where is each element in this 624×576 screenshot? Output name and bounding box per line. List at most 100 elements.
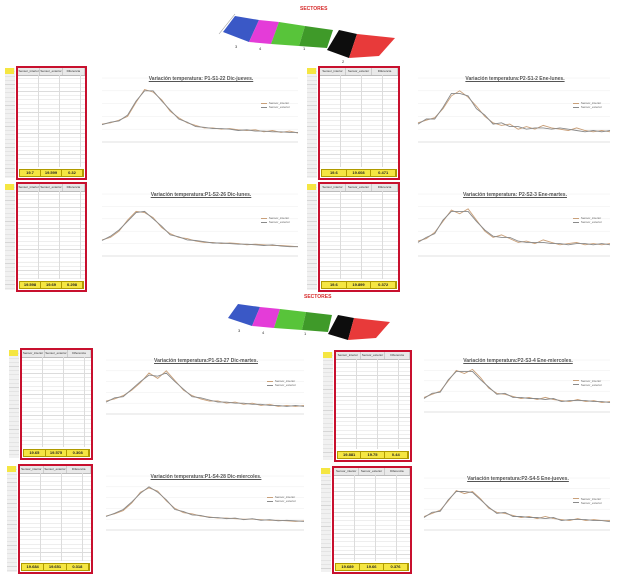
sector-title: SECTORES xyxy=(304,294,332,300)
sheet-column-header: Diferencia xyxy=(63,184,85,191)
legend-entry: Sensor_interior xyxy=(260,101,290,106)
sector-diagram-top: SECTORES 3 4 1 2 xyxy=(215,4,405,66)
sheet-column-header: Sensor_interior xyxy=(22,350,45,357)
summary-value: 0.308 xyxy=(67,450,90,456)
sheet-corner-tag xyxy=(5,68,14,74)
series-line-1 xyxy=(417,208,611,246)
chart-plot xyxy=(417,77,611,143)
chart-title: Variación temperatura:P2-S1-2 Ene-lunes. xyxy=(465,76,565,82)
sector-label: 2 xyxy=(342,59,345,64)
legend-label: Sensor_interior xyxy=(580,496,602,501)
sheet-cells xyxy=(22,357,91,447)
row-number-strip xyxy=(321,468,331,572)
sheet-cells xyxy=(320,191,398,279)
sheet-column-header: Diferencia xyxy=(63,68,85,75)
legend-entry: Sensor_interior xyxy=(266,495,296,499)
sector-1-shape xyxy=(274,309,306,330)
legend-label: Sensor_exterior xyxy=(580,382,602,387)
sector-label: 1 xyxy=(303,46,306,51)
legend-entry: Sensor_interior xyxy=(572,101,602,106)
sector-4-shape xyxy=(249,20,279,44)
summary-value: 0.376 xyxy=(384,564,408,570)
sector-label: 4 xyxy=(259,46,262,51)
sheet-column-header: Sensor_exterior xyxy=(359,468,385,475)
series-line-1 xyxy=(417,90,611,133)
legend-label: Sensor_exterior xyxy=(268,220,290,225)
sheet-column-header: Sensor_exterior xyxy=(44,466,68,473)
temperature-chart: Variación temperatura: P1-S1-22 Dic-juev… xyxy=(92,70,310,152)
summary-row: 19.65 19.575 0.308 xyxy=(23,449,90,457)
sheet-column-header: Sensor_interior xyxy=(18,184,41,191)
legend-entry: Sensor_interior xyxy=(572,496,602,501)
legend-swatch xyxy=(266,380,273,382)
data-sheet: Sensor_interior Sensor_exterior Diferencia… xyxy=(16,66,87,180)
row-number-strip xyxy=(7,466,17,572)
summary-value: 0.44 xyxy=(385,452,408,458)
sheet-column-header: Diferencia xyxy=(372,184,398,191)
data-sheet: Sensor_interior Sensor_exterior Diferencia… xyxy=(332,466,412,574)
chart-title: Variación temperatura: P2-S2-3 Ene-marte… xyxy=(463,192,567,198)
legend-swatch xyxy=(572,498,579,500)
sector-dark-shape xyxy=(327,30,357,58)
sector-red-shape xyxy=(348,318,390,340)
summary-row: 19.7 19.599 0.32 xyxy=(19,169,84,177)
summary-value: 19.599 xyxy=(41,170,62,176)
sheet-column-header: Sensor_interior xyxy=(320,68,346,75)
legend-label: Sensor_exterior xyxy=(274,499,296,504)
summary-row: 19.6 19.899 0.372 xyxy=(321,281,397,289)
temperature-chart: Variación temperatura:P1-S3-27 Dic-marte… xyxy=(96,352,316,424)
chart-legend: Sensor_interior Sensor_exterior xyxy=(572,378,602,387)
legend-swatch xyxy=(572,106,579,108)
row-number-strip xyxy=(5,68,15,178)
sheet-column-header: Sensor_interior xyxy=(334,468,360,475)
chart-legend: Sensor_interior Sensor_exterior xyxy=(266,379,296,387)
sheet-column-header: Diferencia xyxy=(372,68,398,75)
sheet-column-header: Sensor_interior xyxy=(320,184,346,191)
summary-value: 19.7 xyxy=(20,170,41,176)
legend-swatch xyxy=(572,502,579,504)
summary-value: 19.899 xyxy=(347,282,372,288)
temperature-chart: Variación temperatura:P1-S4-28 Dic-mierc… xyxy=(96,468,316,540)
legend-entry: Sensor_exterior xyxy=(260,220,290,225)
series-line-2 xyxy=(105,372,305,407)
data-sheet: Sensor_interior Sensor_exterior Diferencia… xyxy=(318,66,400,180)
sheet-cells xyxy=(20,473,91,561)
legend-swatch xyxy=(572,380,579,382)
temperature-chart: Variación temperatura: P2-S2-3 Ene-marte… xyxy=(408,186,622,266)
sheet-corner-tag xyxy=(7,466,16,472)
sector-3-shape xyxy=(228,304,260,326)
legend-label: Sensor_interior xyxy=(268,101,290,106)
sheet-column-header: Diferencia xyxy=(385,352,411,359)
summary-row: 19.598 19.69 0.298 xyxy=(19,281,84,289)
sheet-corner-tag xyxy=(9,350,18,356)
summary-row: 19.881 19.75 0.44 xyxy=(337,451,409,459)
sheet-column-header: Sensor_exterior xyxy=(45,350,68,357)
legend-label: Sensor_interior xyxy=(580,378,602,383)
chart-title: Variación temperatura:P1-S4-28 Dic-mierc… xyxy=(150,474,262,480)
sector-title: SECTORES xyxy=(300,6,328,12)
chart-title: Variación temperatura: P1-S1-22 Dic-juev… xyxy=(148,76,254,82)
legend-label: Sensor_exterior xyxy=(580,220,602,225)
summary-value: 0.318 xyxy=(67,564,89,570)
sheet-corner-tag xyxy=(323,352,332,358)
temperature-chart: Variación temperatura:P2-S3-4 Ene-mierco… xyxy=(414,352,622,422)
legend-label: Sensor_interior xyxy=(274,379,296,384)
legend-label: Sensor_exterior xyxy=(580,500,602,505)
series-line-2 xyxy=(423,491,611,523)
series-line-2 xyxy=(423,370,611,404)
summary-row: 19.684 19.651 0.318 xyxy=(21,563,90,571)
legend-entry: Sensor_exterior xyxy=(572,382,602,387)
chart-legend: Sensor_interior Sensor_exterior xyxy=(260,101,290,109)
chart-title: Variación temperatura:P2-S3-4 Ene-mierco… xyxy=(463,358,573,364)
chart-title: Variación temperatura:P2-S4-5 Ene-jueves… xyxy=(467,476,569,482)
legend-label: Sensor_interior xyxy=(580,101,602,106)
series-line-1 xyxy=(105,370,305,407)
sector-3-shape xyxy=(223,16,259,42)
sheet-corner-tag xyxy=(5,184,14,190)
sheet-column-header: Sensor_exterior xyxy=(361,352,386,359)
legend-swatch xyxy=(266,384,273,386)
legend-swatch xyxy=(266,496,273,498)
legend-label: Sensor_interior xyxy=(268,216,290,221)
sector-map xyxy=(228,304,390,340)
sector-1-shape xyxy=(271,22,305,46)
